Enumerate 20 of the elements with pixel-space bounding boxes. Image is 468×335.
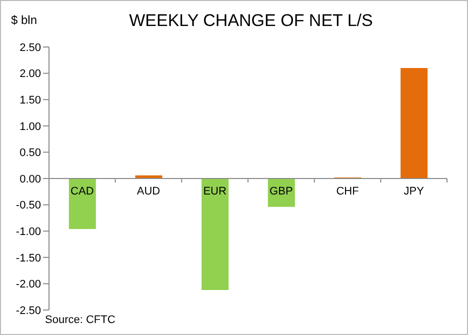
y-tick-label: 2.50 [20, 42, 41, 54]
y-tick-label: 0.00 [20, 173, 41, 186]
y-tick-label: -2.00 [16, 278, 41, 291]
y-tick-label: -2.50 [16, 304, 41, 317]
y-tick-label: 1.50 [20, 94, 41, 107]
x-tick-label: JPY [404, 186, 425, 198]
source-note: Source: CFTC [45, 314, 116, 326]
x-tick-label: AUD [136, 186, 160, 198]
y-tick-label: -0.50 [16, 200, 41, 212]
x-tick-label: CHF [336, 186, 360, 198]
y-tick-label: -1.00 [16, 226, 41, 238]
chart-title: WEEKLY CHANGE OF NET L/S [128, 11, 374, 31]
y-tick-label: 1.00 [20, 120, 41, 133]
y-tick-label: 0.50 [20, 147, 41, 160]
x-tick-label: GBP [270, 186, 293, 198]
y-axis-title: $ bln [11, 13, 38, 27]
x-tick-label: CAD [70, 186, 94, 198]
x-tick-label: EUR [203, 186, 226, 198]
y-tick-label: 2.00 [20, 68, 41, 80]
y-tick-label: -1.50 [16, 252, 41, 264]
